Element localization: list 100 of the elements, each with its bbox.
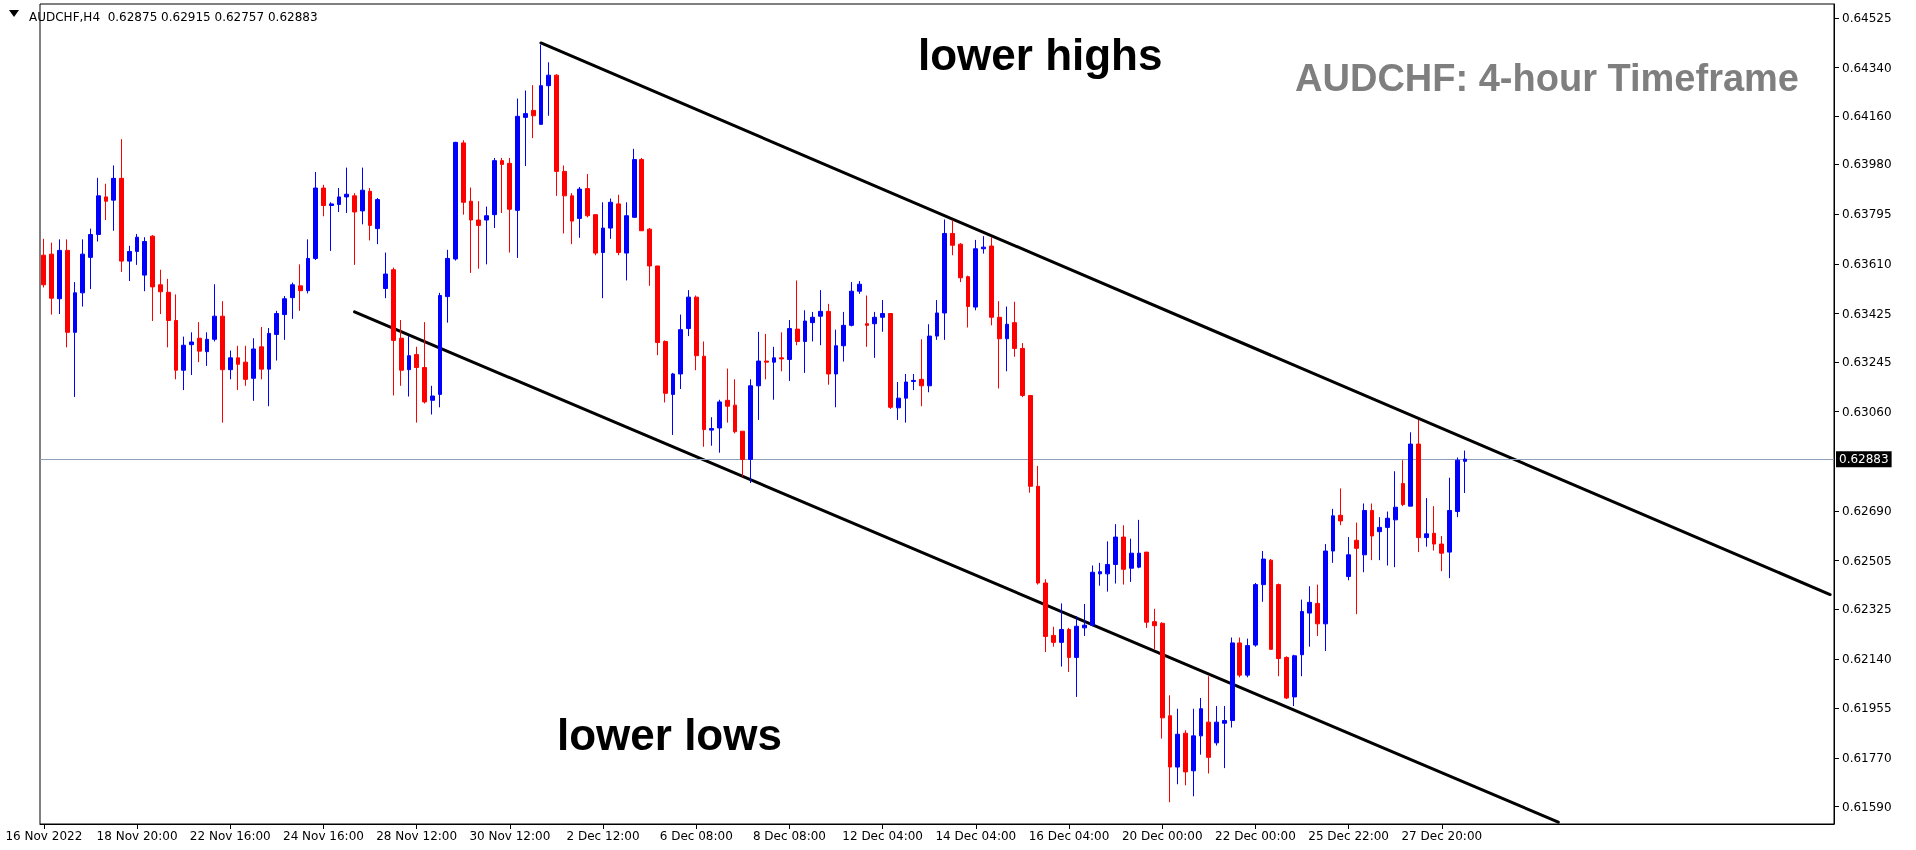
candlestick <box>756 331 761 421</box>
candlestick <box>197 321 202 363</box>
candlestick <box>1424 497 1429 548</box>
x-tick-label: 16 Nov 2022 <box>5 829 83 843</box>
candlestick <box>1331 508 1335 564</box>
candlestick <box>632 148 637 218</box>
candlestick <box>205 331 209 367</box>
ref-line-label: 0.62883 <box>1839 452 1889 467</box>
candlestick <box>1074 615 1079 698</box>
candlestick <box>181 336 186 391</box>
candlestick <box>1144 551 1149 629</box>
candlestick <box>212 283 217 342</box>
candlestick <box>236 345 240 391</box>
candlestick <box>546 61 551 117</box>
x-tick-label: 16 Dec 04:00 <box>1028 829 1110 843</box>
candlestick <box>1121 524 1126 586</box>
candlestick <box>973 239 978 311</box>
candlestick <box>624 201 629 281</box>
candlestick <box>1300 599 1304 677</box>
candlestick <box>399 319 404 387</box>
candlestick <box>1036 465 1040 586</box>
candlestick <box>430 385 435 416</box>
x-tick-label: 25 Dec 22:00 <box>1308 829 1389 843</box>
candlestick <box>717 399 722 454</box>
candlestick <box>298 263 303 312</box>
candlestick <box>492 157 497 229</box>
candlestick <box>1307 585 1312 648</box>
candlestick <box>1005 306 1009 372</box>
candlestick <box>228 350 233 380</box>
candlestick <box>616 194 621 256</box>
candlestick <box>1105 540 1110 593</box>
candlestick <box>189 331 194 376</box>
candlestick <box>1385 511 1390 567</box>
candlestick <box>865 295 869 348</box>
candlestick <box>1137 519 1141 569</box>
candlestick <box>313 171 318 261</box>
candlestick <box>678 314 683 390</box>
candlestick <box>795 279 800 346</box>
candlestick <box>1129 538 1134 583</box>
candlestick <box>1183 729 1188 786</box>
candlestick <box>896 381 901 421</box>
candlestick <box>927 323 932 393</box>
candlestick <box>1362 502 1367 573</box>
candlestick <box>461 139 466 216</box>
candlestick <box>1082 603 1087 637</box>
candlestick <box>438 292 442 408</box>
candlestick <box>352 192 357 266</box>
candlestick <box>360 167 365 225</box>
candlestick <box>539 44 543 125</box>
candlestick <box>849 281 854 327</box>
candlestick <box>274 310 279 362</box>
candlestick <box>251 337 256 402</box>
candlestick <box>445 249 450 324</box>
candlestick <box>344 167 349 214</box>
candlestick <box>1269 558 1273 650</box>
candlestick <box>647 227 652 287</box>
candlestick <box>1338 487 1343 526</box>
candlestick <box>375 197 380 245</box>
candlestick <box>407 335 411 398</box>
candlestick <box>989 236 994 326</box>
candlestick <box>422 321 427 405</box>
y-tick-label: 0.63425 <box>1842 306 1892 321</box>
y-tick-label: 0.62690 <box>1842 503 1892 518</box>
y-tick-label: 0.64340 <box>1842 60 1892 75</box>
candlestick <box>997 300 1002 389</box>
candlestick <box>1393 470 1398 568</box>
candlestick <box>577 186 582 239</box>
candlestick <box>942 218 947 341</box>
candlestick <box>593 214 598 256</box>
candlestick <box>507 157 512 254</box>
candlestick <box>73 281 77 398</box>
candlestick <box>1206 675 1211 774</box>
candlestick <box>484 206 489 265</box>
candlestick <box>810 311 815 342</box>
candlestick <box>111 164 116 232</box>
candlestick <box>104 183 108 221</box>
candlestick <box>1292 654 1297 707</box>
candlestick <box>1222 705 1227 769</box>
candlestick <box>88 228 93 290</box>
x-tick-label: 18 Nov 20:00 <box>96 829 178 843</box>
candlestick <box>267 327 271 407</box>
candlestick <box>80 238 85 308</box>
y-tick-label: 0.63245 <box>1842 354 1892 369</box>
candlestick <box>748 378 753 484</box>
candlestick <box>1191 708 1196 797</box>
candlestick <box>1028 394 1033 494</box>
x-tick-label: 20 Dec 00:00 <box>1121 829 1203 843</box>
x-tick-label: 30 Nov 12:00 <box>469 829 551 843</box>
candlestick <box>1214 705 1219 747</box>
candlestick <box>686 289 691 337</box>
candlestick <box>523 90 528 167</box>
candlestick <box>337 187 341 213</box>
candlestick <box>150 234 155 322</box>
candlestick <box>1012 301 1017 358</box>
candlestick <box>96 177 101 243</box>
candlestick <box>500 157 504 214</box>
text: AUDCHF: 4-hour Timeframe <box>1295 57 1800 99</box>
candlestick <box>1439 535 1444 572</box>
candlestick <box>1432 505 1436 551</box>
candlestick <box>935 299 939 341</box>
